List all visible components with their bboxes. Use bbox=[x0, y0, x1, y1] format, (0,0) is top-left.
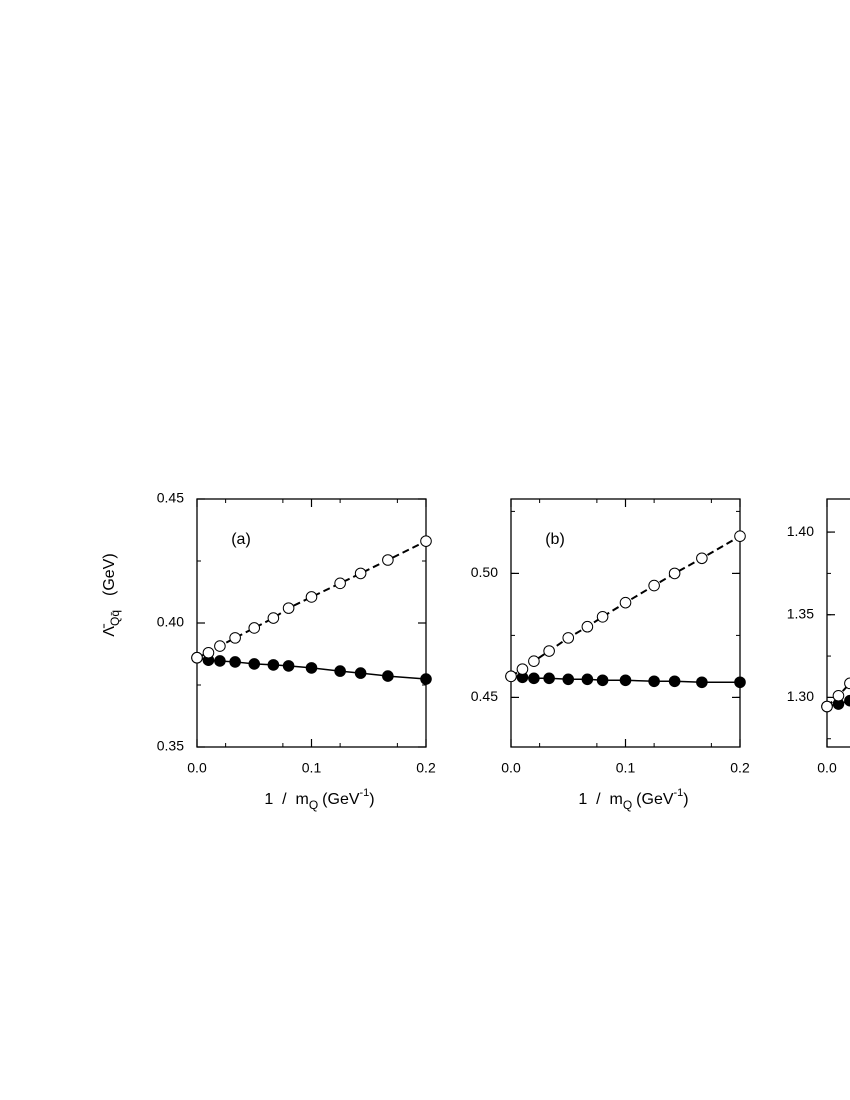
filled-marker bbox=[528, 672, 540, 685]
open-marker bbox=[214, 640, 226, 652]
x-label-main: 1 / m bbox=[578, 791, 622, 808]
filled-marker bbox=[596, 674, 609, 687]
open-marker bbox=[668, 567, 681, 580]
x-axis-label: 1 / mQ (GeV-1) bbox=[578, 787, 688, 812]
y-tick-label: 0.45 bbox=[157, 490, 184, 506]
x-label-main: 1 / m bbox=[264, 791, 308, 808]
plot-frame bbox=[826, 498, 850, 748]
x-tick-label: 0.2 bbox=[730, 760, 750, 776]
open-marker bbox=[354, 567, 367, 580]
y-tick-label: 1.30 bbox=[787, 688, 814, 704]
filled-marker bbox=[734, 676, 746, 689]
filled-marker bbox=[648, 675, 660, 688]
y-label-unit: (GeV) bbox=[101, 553, 118, 596]
y-label-main: Λ̄ bbox=[101, 623, 118, 637]
filled-marker bbox=[305, 662, 318, 674]
open-marker bbox=[382, 554, 394, 566]
filled-marker bbox=[696, 676, 708, 689]
open-marker bbox=[267, 612, 280, 624]
open-marker bbox=[648, 579, 660, 592]
open-marker bbox=[619, 596, 632, 609]
x-tick-label: 0.2 bbox=[416, 760, 436, 776]
x-label-sub: Q bbox=[623, 798, 632, 812]
x-tick-label: 0.0 bbox=[501, 760, 521, 776]
y-tick-label: 0.35 bbox=[157, 738, 184, 754]
filled-marker bbox=[248, 658, 261, 670]
y-tick-label: 1.40 bbox=[787, 523, 814, 539]
panel: 0.35 0.40 0.45 0.0 0.1 0.2 (a) 1 / mQ (GeV-1) Λ̄Q… bbox=[101, 490, 436, 812]
open-marker bbox=[821, 700, 833, 713]
panel: 0.45 0.50 0.0 0.1 0.2 (b) 1 / mQ (GeV-1) bbox=[471, 498, 750, 812]
open-marker bbox=[581, 620, 594, 633]
filled-marker bbox=[354, 667, 367, 679]
panel-label: (b) bbox=[545, 531, 565, 548]
y-tick-label: 0.40 bbox=[157, 614, 184, 630]
x-label-sup: -1 bbox=[674, 787, 684, 799]
x-axis-label: 1 / mQ (GeV-1) bbox=[264, 787, 374, 812]
y-tick-label: 0.45 bbox=[471, 688, 498, 704]
open-marker bbox=[562, 632, 575, 644]
open-marker bbox=[528, 655, 540, 667]
filled-marker bbox=[229, 656, 241, 668]
open-marker bbox=[696, 552, 708, 565]
filled-marker bbox=[668, 675, 681, 688]
open-marker bbox=[596, 611, 609, 623]
x-tick-label: 0.1 bbox=[616, 760, 636, 776]
open-marker bbox=[191, 651, 203, 664]
open-marker bbox=[543, 645, 555, 657]
open-marker bbox=[282, 602, 295, 614]
open-marker bbox=[334, 577, 346, 590]
filled-marker bbox=[844, 694, 850, 707]
open-marker bbox=[734, 530, 746, 543]
filled-marker bbox=[382, 670, 394, 682]
open-marker bbox=[832, 689, 845, 702]
filled-marker bbox=[581, 673, 594, 686]
filled-marker bbox=[267, 659, 280, 671]
x-tick-label: 0.1 bbox=[302, 760, 322, 776]
panel-label: (a) bbox=[231, 531, 251, 548]
open-marker bbox=[420, 535, 432, 547]
y-axis-label: Λ̄Qq̄ (GeV) bbox=[101, 553, 122, 636]
panel: 1.30 1.35 1.40 0.0 bbox=[787, 498, 850, 776]
y-tick-label: 1.35 bbox=[787, 605, 814, 621]
open-marker bbox=[505, 670, 517, 683]
open-marker bbox=[305, 591, 318, 603]
x-tick-label: 0.0 bbox=[817, 760, 837, 776]
open-marker bbox=[229, 632, 241, 644]
open-marker bbox=[516, 663, 529, 675]
filled-marker bbox=[214, 655, 226, 667]
open-marker bbox=[248, 622, 261, 634]
filled-marker bbox=[562, 673, 575, 686]
x-tick-label: 0.0 bbox=[187, 760, 207, 776]
x-label-sup: -1 bbox=[360, 787, 370, 799]
filled-marker bbox=[543, 672, 555, 685]
filled-marker bbox=[282, 660, 295, 672]
x-label-sub: Q bbox=[309, 798, 318, 812]
x-label-unit: (GeV bbox=[322, 791, 360, 808]
x-label-unit: (GeV bbox=[636, 791, 674, 808]
x-label-close: ) bbox=[369, 791, 374, 808]
y-label-sub: Qq̄ bbox=[108, 610, 122, 626]
filled-marker bbox=[619, 674, 632, 687]
open-marker bbox=[202, 646, 215, 659]
filled-marker bbox=[420, 673, 432, 685]
x-label-close: ) bbox=[683, 791, 688, 808]
filled-marker bbox=[334, 665, 346, 677]
y-tick-label: 0.50 bbox=[471, 564, 498, 580]
